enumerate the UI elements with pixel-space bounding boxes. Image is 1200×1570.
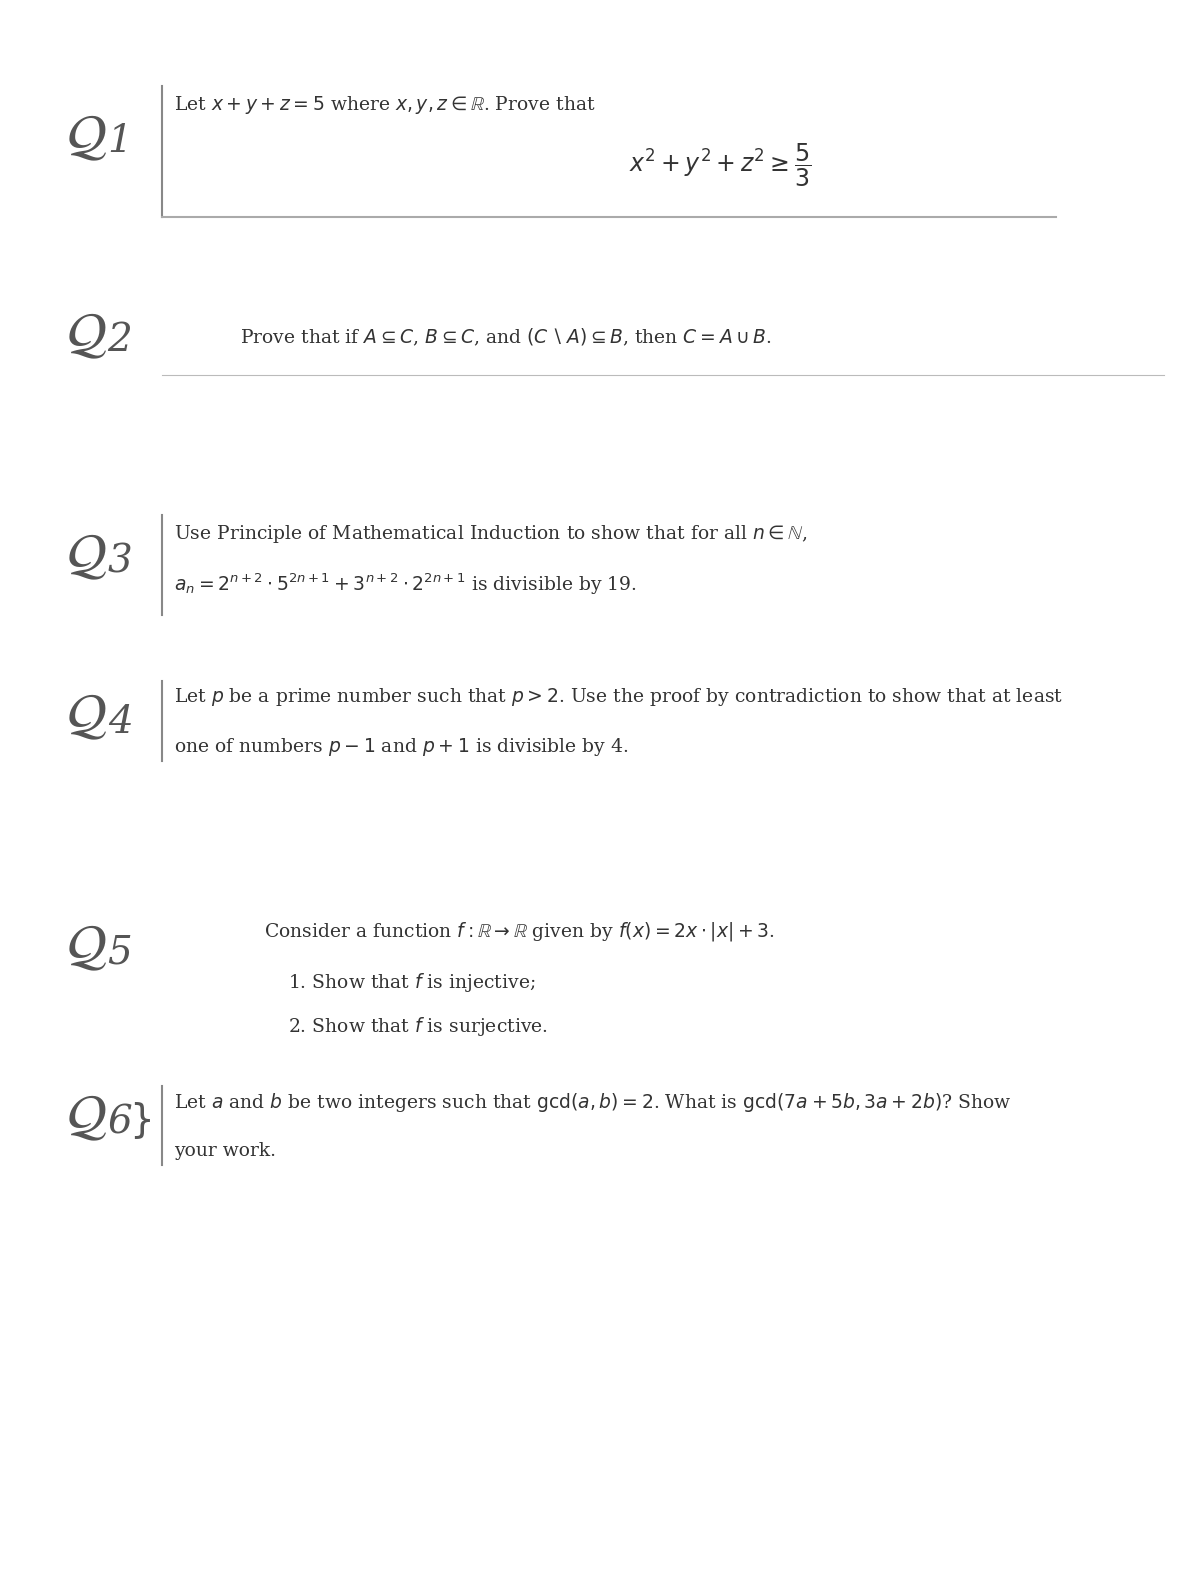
- Text: $x^2 + y^2 + z^2 \geq \dfrac{5}{3}$: $x^2 + y^2 + z^2 \geq \dfrac{5}{3}$: [629, 141, 811, 188]
- Text: Consider a function $f : \mathbb{R} \to \mathbb{R}$ given by $f(x) = 2x \cdot |x: Consider a function $f : \mathbb{R} \to …: [264, 920, 775, 942]
- Text: 2: 2: [108, 322, 132, 360]
- Text: 3: 3: [108, 543, 132, 581]
- Text: Prove that if $A \subseteq C$, $B \subseteq C$, and $(C \setminus A) \subseteq B: Prove that if $A \subseteq C$, $B \subse…: [240, 327, 772, 349]
- Text: Let $x + y + z = 5$ where $x, y, z \in \mathbb{R}$. Prove that: Let $x + y + z = 5$ where $x, y, z \in \…: [174, 94, 595, 116]
- Text: $\mathcal{Q}$: $\mathcal{Q}$: [66, 111, 107, 165]
- Text: your work.: your work.: [174, 1141, 276, 1160]
- Text: 4: 4: [108, 703, 132, 741]
- Text: 6: 6: [108, 1104, 132, 1141]
- Text: $\mathcal{Q}$: $\mathcal{Q}$: [66, 1091, 107, 1145]
- Text: 2. Show that $f$ is surjective.: 2. Show that $f$ is surjective.: [288, 1016, 548, 1038]
- Text: Let $p$ be a prime number such that $p > 2$. Use the proof by contradiction to s: Let $p$ be a prime number such that $p >…: [174, 686, 1063, 708]
- Text: 5: 5: [108, 934, 132, 972]
- Text: $\mathcal{Q}$: $\mathcal{Q}$: [66, 922, 107, 975]
- Text: $\mathcal{Q}$: $\mathcal{Q}$: [66, 691, 107, 744]
- Text: $\}$: $\}$: [130, 1101, 151, 1141]
- Text: 1. Show that $f$ is injective;: 1. Show that $f$ is injective;: [288, 972, 535, 994]
- Text: one of numbers $p - 1$ and $p + 1$ is divisible by 4.: one of numbers $p - 1$ and $p + 1$ is di…: [174, 736, 629, 758]
- Text: $a_n = 2^{n+2} \cdot 5^{2n+1} + 3^{n+2} \cdot 2^{2n+1}$ is divisible by 19.: $a_n = 2^{n+2} \cdot 5^{2n+1} + 3^{n+2} …: [174, 571, 637, 597]
- Text: $\mathcal{Q}$: $\mathcal{Q}$: [66, 309, 107, 363]
- Text: Use Principle of Mathematical Induction to show that for all $n \in \mathbb{N}$,: Use Principle of Mathematical Induction …: [174, 523, 808, 545]
- Text: Let $a$ and $b$ be two integers such that $\gcd(a, b) = 2$. What is $\gcd(7a + 5: Let $a$ and $b$ be two integers such tha…: [174, 1091, 1012, 1113]
- Text: $\mathcal{Q}$: $\mathcal{Q}$: [66, 531, 107, 584]
- Text: 1: 1: [108, 122, 132, 160]
